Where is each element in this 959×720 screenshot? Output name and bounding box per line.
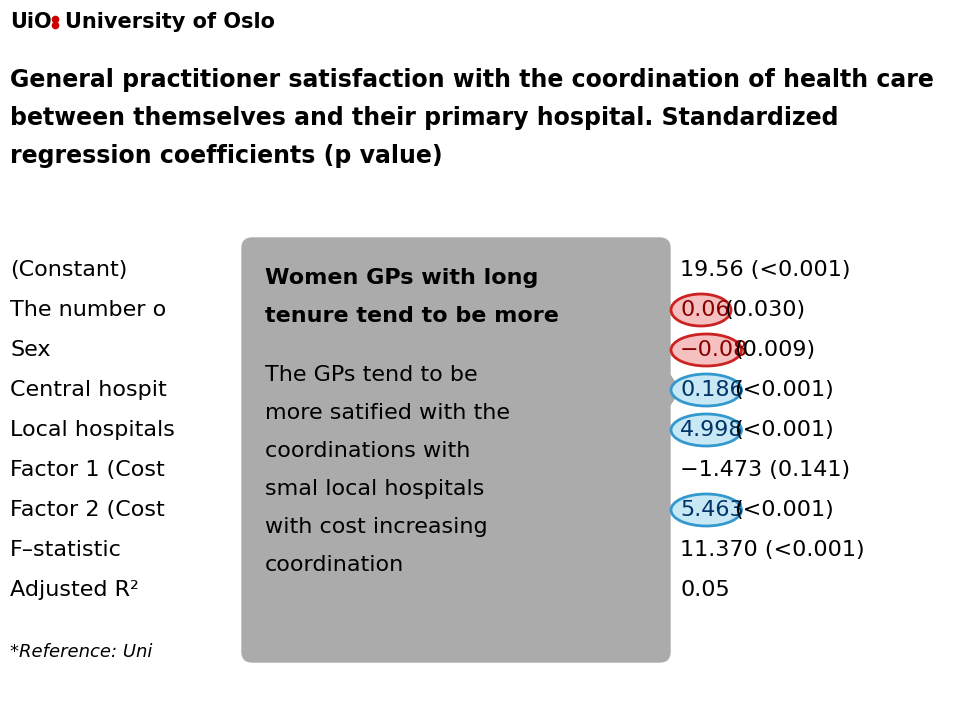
Text: University of Oslo: University of Oslo	[65, 12, 275, 32]
Text: Factor 2 (Cost: Factor 2 (Cost	[10, 500, 165, 520]
Text: coordination: coordination	[265, 555, 405, 575]
Text: 0.06: 0.06	[680, 300, 730, 320]
Text: 11.370 (<0.001): 11.370 (<0.001)	[680, 540, 865, 560]
Text: 5.463: 5.463	[680, 500, 743, 520]
Text: −0.08: −0.08	[680, 340, 748, 360]
Ellipse shape	[671, 334, 741, 366]
Text: Local hospitals: Local hospitals	[10, 420, 175, 440]
Text: 0.186: 0.186	[680, 380, 743, 400]
Text: Sex: Sex	[10, 340, 51, 360]
Text: −1.473 (0.141): −1.473 (0.141)	[680, 460, 850, 480]
Ellipse shape	[671, 494, 741, 526]
Text: (<0.001): (<0.001)	[735, 380, 834, 400]
Text: smal local hospitals: smal local hospitals	[265, 479, 484, 499]
Ellipse shape	[671, 294, 731, 326]
Polygon shape	[660, 360, 680, 420]
Text: 4.998: 4.998	[680, 420, 743, 440]
Text: *Reference: Uni: *Reference: Uni	[10, 643, 152, 661]
Text: (0.009): (0.009)	[735, 340, 815, 360]
Text: Central hospit: Central hospit	[10, 380, 167, 400]
Text: F–statistic: F–statistic	[10, 540, 122, 560]
Text: (<0.001): (<0.001)	[735, 500, 834, 520]
Text: (<0.001): (<0.001)	[735, 420, 834, 440]
Text: more satified with the: more satified with the	[265, 403, 510, 423]
Text: General practitioner satisfaction with the coordination of health care: General practitioner satisfaction with t…	[10, 68, 934, 92]
FancyBboxPatch shape	[242, 238, 670, 662]
Text: The GPs tend to be: The GPs tend to be	[265, 365, 478, 385]
Text: Adjusted R²: Adjusted R²	[10, 580, 139, 600]
Ellipse shape	[671, 414, 741, 446]
Text: tenure tend to be more: tenure tend to be more	[265, 306, 559, 326]
Text: between themselves and their primary hospital. Standardized: between themselves and their primary hos…	[10, 106, 838, 130]
Text: with cost increasing: with cost increasing	[265, 517, 487, 537]
Text: The number o: The number o	[10, 300, 166, 320]
Text: regression coefficients (p value): regression coefficients (p value)	[10, 144, 443, 168]
Ellipse shape	[671, 374, 741, 406]
Text: (0.030): (0.030)	[724, 300, 806, 320]
Text: Factor 1 (Cost: Factor 1 (Cost	[10, 460, 165, 480]
Text: (Constant): (Constant)	[10, 260, 128, 280]
Text: UiO: UiO	[10, 12, 52, 32]
Text: coordinations with: coordinations with	[265, 441, 470, 461]
Text: 0.05: 0.05	[680, 580, 730, 600]
Text: 19.56 (<0.001): 19.56 (<0.001)	[680, 260, 851, 280]
Text: Women GPs with long: Women GPs with long	[265, 268, 538, 288]
